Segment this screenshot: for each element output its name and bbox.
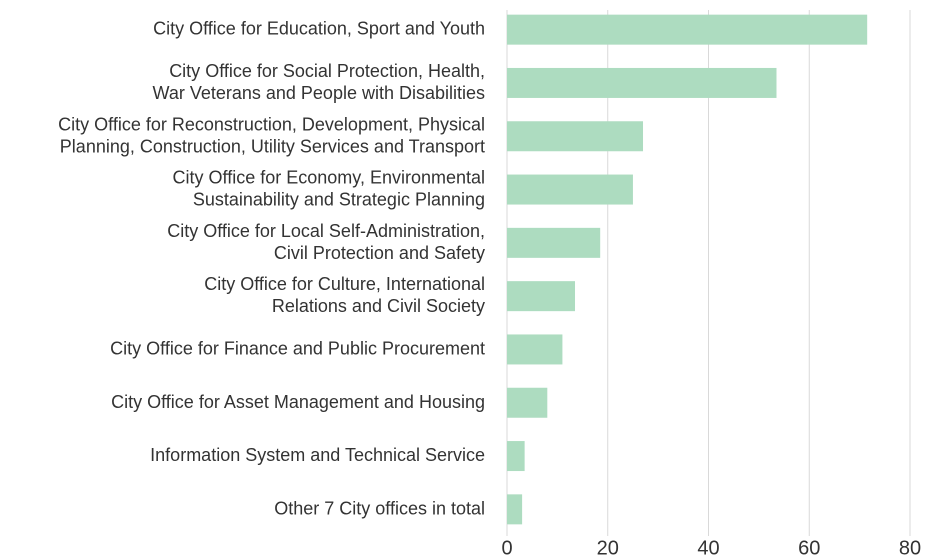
bar [507,174,633,205]
y-tick-label: City Office for Economy, Environmental Su… [173,167,485,209]
y-tick-label: City Office for Social Protection, Healt… [153,61,486,103]
bar [507,494,523,525]
bar [507,67,777,98]
y-tick-label: City Office for Local Self-Administratio… [167,221,485,263]
bar [507,121,644,152]
bar [507,441,525,472]
y-tick-label: City Office for Education, Sport and You… [153,18,485,38]
x-tick-label: 60 [798,537,820,558]
y-tick-label: City Office for Reconstruction, Developm… [58,114,485,156]
y-tick-label: Other 7 City offices in total [274,498,485,518]
y-tick-label: City Office for Asset Management and Hou… [111,392,485,412]
x-tick-label: 40 [697,537,719,558]
y-tick-label: Information System and Technical Service [150,445,485,465]
x-tick-label: 20 [597,537,619,558]
y-tick-label: City Office for Finance and Public Procu… [110,338,485,358]
x-tick-label: 0 [501,537,512,558]
bar [507,227,601,258]
bar [507,281,576,312]
bar [507,387,548,418]
y-tick-label: City Office for Culture, International Re… [204,274,485,316]
bar [507,334,563,365]
bar [507,14,868,45]
x-tick-label: 80 [899,537,921,558]
